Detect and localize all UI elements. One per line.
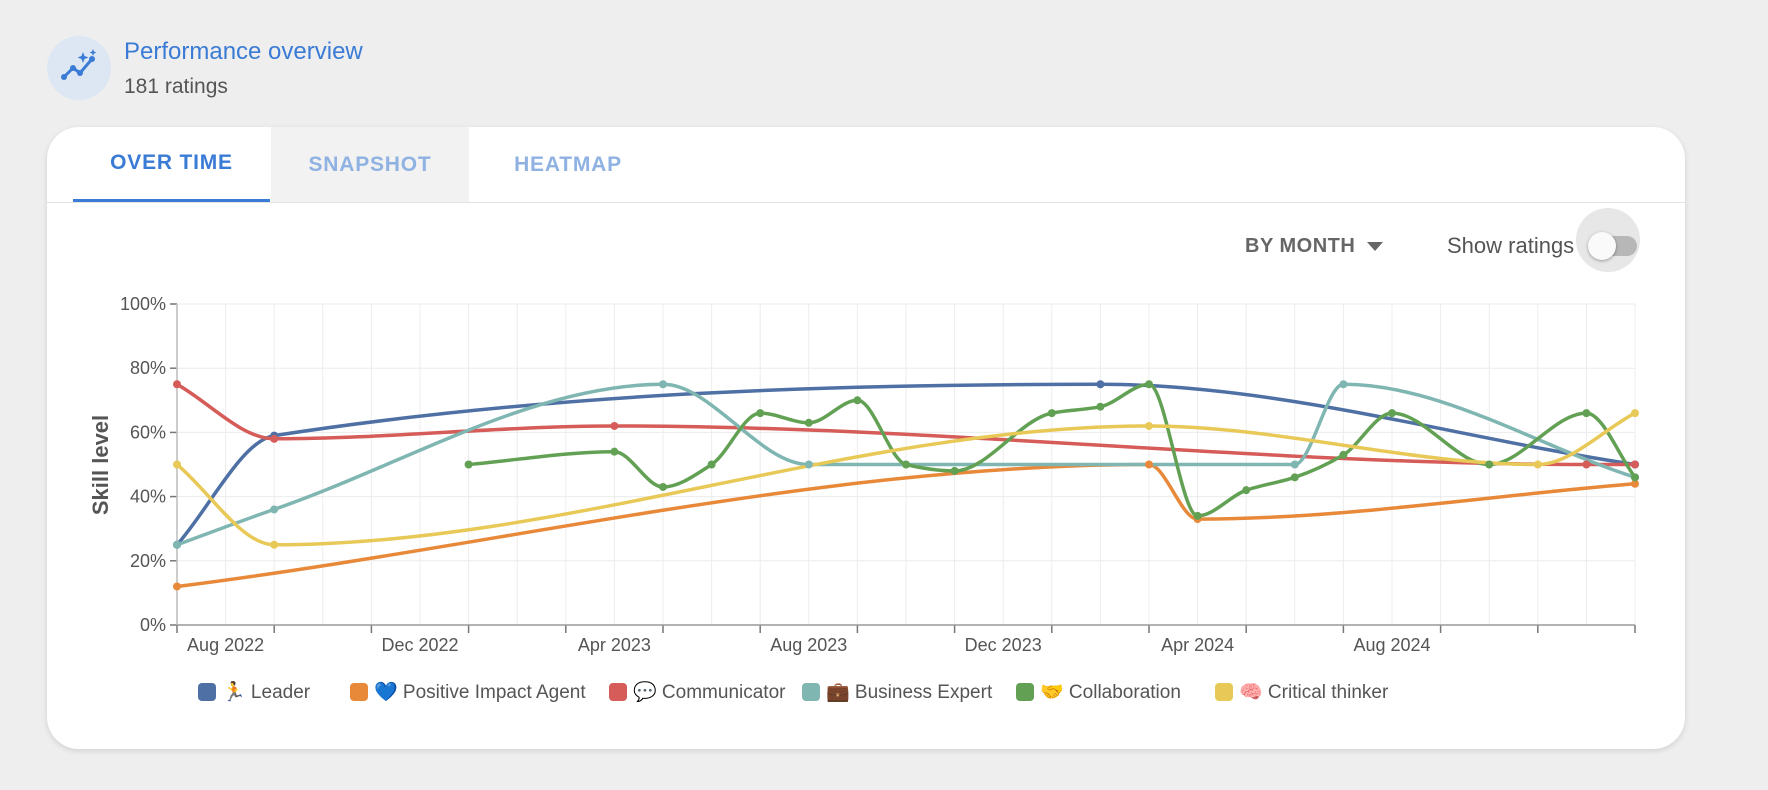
legend-swatch <box>802 683 820 701</box>
data-point[interactable] <box>756 409 765 418</box>
data-point[interactable] <box>1582 460 1591 469</box>
trend-sparkle-icon <box>47 36 111 100</box>
data-point[interactable] <box>1485 460 1494 469</box>
x-tick-label: Aug 2024 <box>1353 635 1430 655</box>
y-tick-label: 60% <box>130 422 166 442</box>
legend-swatch <box>1215 683 1233 701</box>
legend-label: 🧠 Critical thinker <box>1239 682 1389 703</box>
tab-bar: OVER TIME SNAPSHOT HEATMAP <box>47 127 1685 203</box>
legend-item[interactable]: 💙 Positive Impact Agent <box>350 677 586 707</box>
data-point[interactable] <box>610 447 619 456</box>
data-point[interactable] <box>173 380 181 389</box>
data-point[interactable] <box>1290 473 1299 482</box>
legend-label: 💬 Communicator <box>633 682 786 703</box>
data-point[interactable] <box>853 396 862 405</box>
data-point[interactable] <box>610 421 619 430</box>
x-tick-label: Apr 2023 <box>578 635 651 655</box>
data-point[interactable] <box>1533 460 1542 469</box>
data-point[interactable] <box>1096 402 1105 411</box>
y-tick-label: 40% <box>130 487 166 507</box>
tab-over-time[interactable]: OVER TIME <box>73 127 270 202</box>
x-tick-label: Aug 2022 <box>187 635 264 655</box>
ratings-count: 181 ratings <box>124 74 228 98</box>
data-point[interactable] <box>270 540 279 549</box>
series-line-3[interactable] <box>175 382 1637 547</box>
legend-item[interactable]: 💬 Communicator <box>609 677 785 707</box>
data-point[interactable] <box>1290 460 1299 469</box>
period-dropdown[interactable]: BY MONTH <box>1245 230 1384 262</box>
legend-swatch <box>350 683 368 701</box>
data-point[interactable] <box>270 505 279 514</box>
legend-item[interactable]: 💼 Business Expert <box>802 677 992 707</box>
data-point[interactable] <box>1631 473 1639 482</box>
y-axis-title: Skill level <box>88 415 113 515</box>
data-point[interactable] <box>1339 450 1348 459</box>
data-point[interactable] <box>1339 380 1348 389</box>
tab-snapshot[interactable]: SNAPSHOT <box>271 127 469 202</box>
y-tick-label: 80% <box>130 358 166 378</box>
data-point[interactable] <box>804 460 813 469</box>
legend-item[interactable]: 🤝 Collaboration <box>1016 677 1181 707</box>
data-point[interactable] <box>659 380 667 389</box>
legend-label: 🤝 Collaboration <box>1040 682 1181 703</box>
data-point[interactable] <box>173 460 181 469</box>
legend-item[interactable]: 🧠 Critical thinker <box>1215 677 1388 707</box>
legend-item[interactable]: 🏃 Leader <box>198 677 310 707</box>
y-tick-label: 100% <box>120 294 166 314</box>
data-point[interactable] <box>464 460 473 469</box>
legend-label: 💼 Business Expert <box>826 682 993 703</box>
performance-header: Performance overview 181 ratings <box>47 35 363 101</box>
legend-label: 💙 Positive Impact Agent <box>374 682 586 703</box>
data-point[interactable] <box>1582 409 1591 418</box>
skill-line-chart: 0% 20% 40% 60% 80% 100% Aug 2022 Dec 2022 Apr 20… <box>88 294 1639 655</box>
data-point[interactable] <box>1631 479 1639 488</box>
data-point[interactable] <box>1047 409 1056 418</box>
data-point[interactable] <box>173 582 181 591</box>
y-tick-label: 20% <box>130 551 166 571</box>
legend-label: 🏃 Leader <box>222 682 311 703</box>
data-point[interactable] <box>270 434 279 443</box>
series-line-0[interactable] <box>175 382 1637 547</box>
data-point[interactable] <box>804 418 813 427</box>
x-tick-label: Apr 2024 <box>1161 635 1234 655</box>
caret-down-icon <box>1367 241 1384 251</box>
data-point[interactable] <box>1631 409 1639 418</box>
show-ratings-label: Show ratings <box>1447 233 1575 258</box>
y-tick-label: 0% <box>140 615 166 635</box>
tab-heatmap[interactable]: HEATMAP <box>514 152 622 176</box>
x-tick-label: Dec 2023 <box>965 635 1042 655</box>
legend-swatch <box>609 683 627 701</box>
data-point[interactable] <box>1096 380 1105 389</box>
data-point[interactable] <box>902 460 910 469</box>
data-point[interactable] <box>659 482 667 491</box>
x-tick-label: Aug 2023 <box>770 635 847 655</box>
page-title[interactable]: Performance overview <box>124 37 363 65</box>
data-point[interactable] <box>707 460 716 469</box>
data-point[interactable] <box>1388 409 1396 418</box>
data-point[interactable] <box>950 466 959 475</box>
data-point[interactable] <box>1145 460 1153 469</box>
chart-card: OVER TIME SNAPSHOT HEATMAP BY MONTH Show… <box>47 127 1685 749</box>
data-point[interactable] <box>1145 380 1153 389</box>
period-dropdown-label: BY MONTH <box>1245 234 1356 257</box>
data-point[interactable] <box>1631 460 1639 469</box>
data-point[interactable] <box>1193 511 1202 520</box>
show-ratings-toggle[interactable] <box>1576 208 1640 272</box>
data-point[interactable] <box>173 540 181 549</box>
legend-swatch <box>1016 683 1034 701</box>
data-point[interactable] <box>1145 421 1153 430</box>
data-point[interactable] <box>1242 486 1251 495</box>
legend-swatch <box>198 683 216 701</box>
x-tick-label: Dec 2022 <box>381 635 458 655</box>
